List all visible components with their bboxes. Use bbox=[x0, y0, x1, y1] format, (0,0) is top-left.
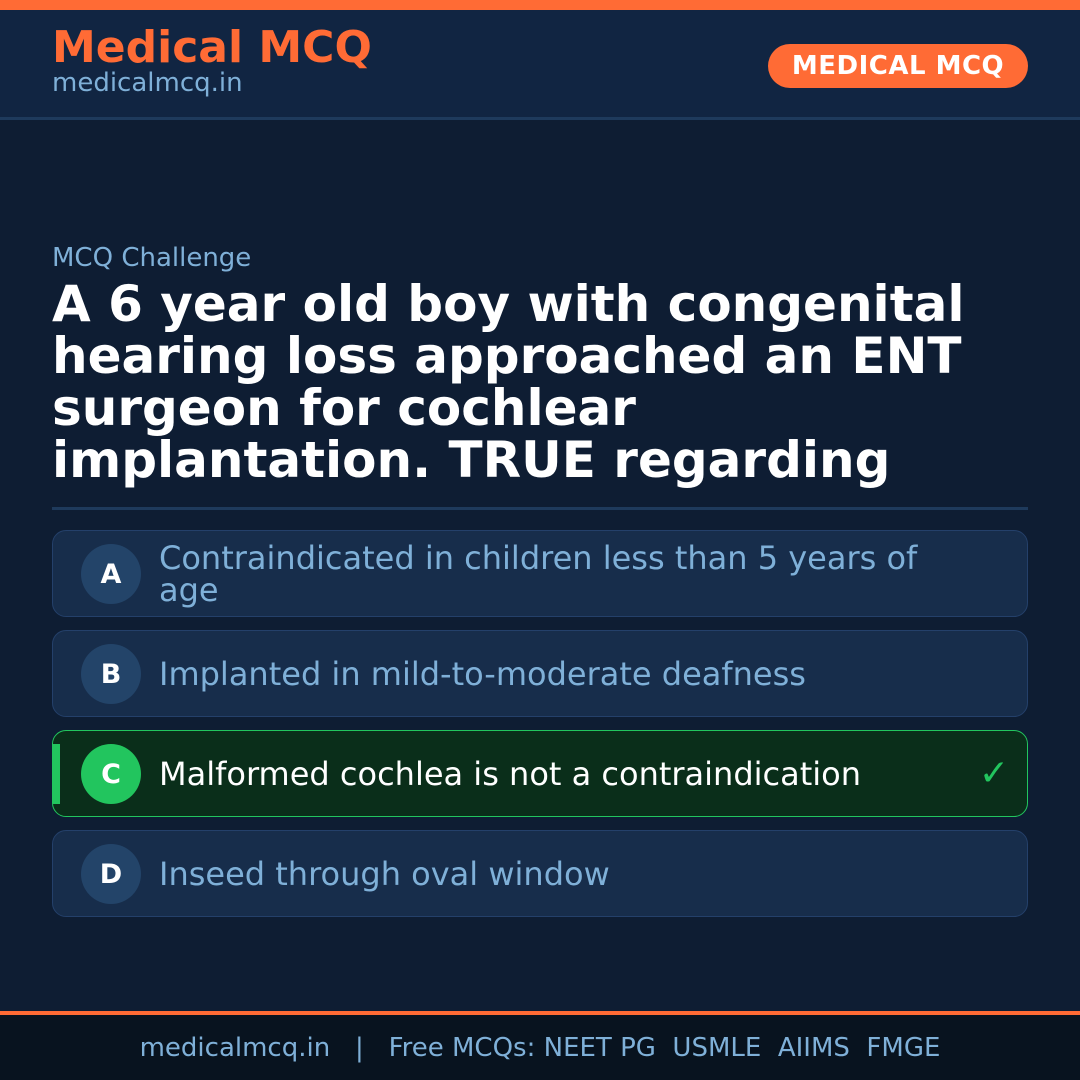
divider bbox=[52, 507, 1028, 510]
kicker: MCQ Challenge bbox=[52, 243, 252, 273]
option-text: Malformed cochlea is not a contraindicat… bbox=[159, 754, 862, 793]
footer-separator: | bbox=[355, 1032, 364, 1063]
top-accent-bar bbox=[0, 0, 1080, 10]
brand-title: Medical MCQ bbox=[52, 22, 372, 73]
category-badge: MEDICAL MCQ bbox=[768, 44, 1028, 88]
question-text: A 6 year old boy with congenital hearing… bbox=[52, 275, 965, 489]
check-icon: ✓ bbox=[978, 753, 1009, 794]
footer: medicalmcq.in | Free MCQs: NEET PG USMLE… bbox=[0, 1015, 1080, 1080]
footer-text: Free MCQs: NEET PG USMLE AIIMS FMGE bbox=[388, 1032, 941, 1063]
option-c-correct[interactable]: C Malformed cochlea is not a contraindic… bbox=[52, 730, 1028, 817]
option-b[interactable]: B Implanted in mild-to-moderate deafness bbox=[52, 630, 1028, 717]
option-text: Contraindicated in children less than 5 … bbox=[159, 538, 918, 609]
option-a[interactable]: A Contraindicated in children less than … bbox=[52, 530, 1028, 617]
option-text: Inseed through oval window bbox=[159, 854, 610, 893]
site-url: medicalmcq.in bbox=[52, 68, 243, 98]
option-letter: D bbox=[81, 844, 141, 904]
footer-site: medicalmcq.in bbox=[139, 1032, 331, 1063]
option-letter: A bbox=[81, 544, 141, 604]
footer-accent-line bbox=[0, 1011, 1080, 1015]
option-letter: C bbox=[81, 744, 141, 804]
option-d[interactable]: D Inseed through oval window bbox=[52, 830, 1028, 917]
option-text: Implanted in mild-to-moderate deafness bbox=[159, 654, 806, 693]
header: Medical MCQ medicalmcq.in MEDICAL MCQ bbox=[0, 10, 1080, 120]
option-letter: B bbox=[81, 644, 141, 704]
correct-indicator-bar bbox=[53, 744, 60, 804]
